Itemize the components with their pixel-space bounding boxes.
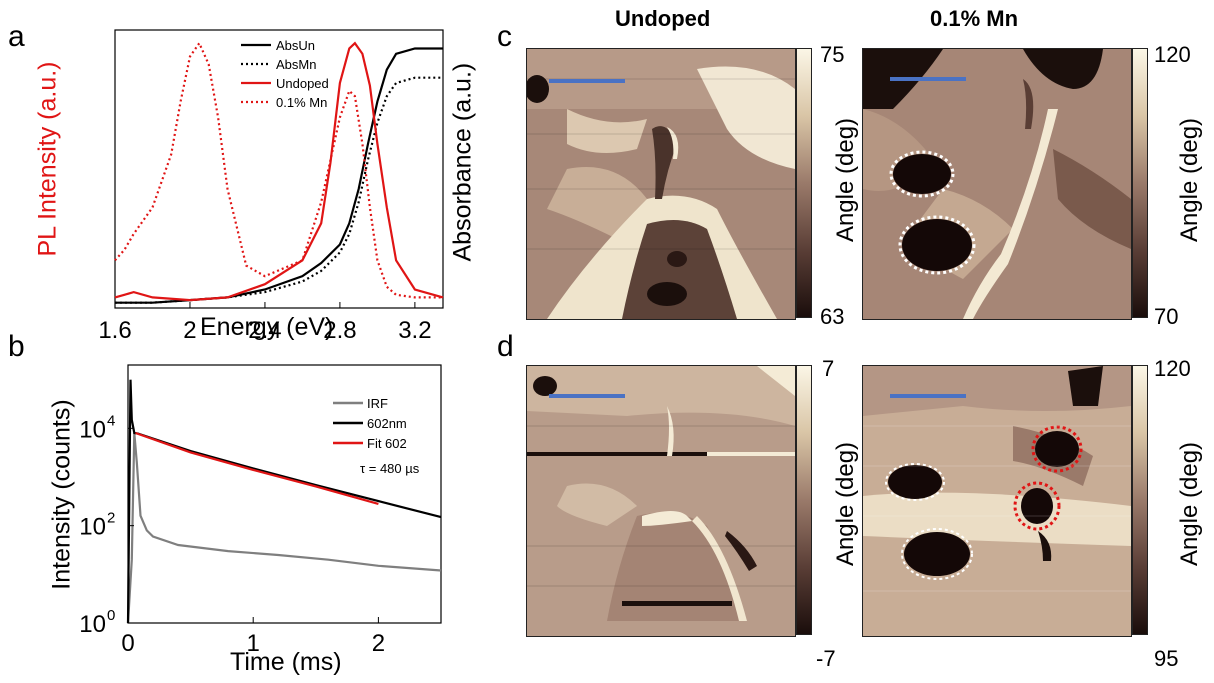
colorbar-d-right bbox=[1132, 365, 1148, 635]
colorbar-c-right-min: 70 bbox=[1154, 304, 1179, 329]
chart-a-series-undoped bbox=[114, 41, 444, 302]
chart-a-series-absmn bbox=[115, 76, 443, 304]
scale-bar bbox=[549, 394, 625, 398]
colorbar-c-left-max: 75 bbox=[820, 42, 845, 67]
chart-b-ytick-exponent: 4 bbox=[107, 412, 115, 429]
chart-a-legend-label: Undoped bbox=[276, 76, 329, 91]
panel-letter-c: c bbox=[497, 20, 512, 53]
chart-b-ytick-label: 10 bbox=[79, 611, 106, 638]
map-c-mn bbox=[862, 48, 1132, 320]
chart-a-legend-label: 0.1% Mn bbox=[276, 95, 327, 110]
chart-a-ylabel-left: PL Intensity (a.u.) bbox=[33, 61, 62, 257]
chart-a-legend: AbsUn AbsMn Undoped 0.1% Mn bbox=[241, 38, 329, 110]
chart-b-ytick-exponent: 2 bbox=[107, 510, 115, 527]
scale-bar bbox=[890, 77, 966, 81]
chart-b-xtick-label: 1 bbox=[247, 630, 260, 657]
map-d-undoped bbox=[526, 365, 796, 637]
chart-b-legend-label: Fit 602 bbox=[367, 436, 407, 451]
chart-a-frame bbox=[114, 29, 444, 309]
chart-a-series-0-1-mn bbox=[114, 40, 443, 299]
colorbar-c-left-min: 63 bbox=[820, 304, 845, 329]
chart-a-xticks: 1.6 2 2.4 2.8 3.2 bbox=[98, 302, 432, 344]
chart-b-series-fit-602 bbox=[135, 431, 379, 505]
chart-a-xtick-label: 2.4 bbox=[248, 317, 281, 344]
colorbar-c-left-label: Angle (deg) bbox=[832, 117, 859, 243]
chart-a-legend-label: AbsMn bbox=[276, 57, 316, 72]
chart-b-ytick-label: 10 bbox=[79, 416, 106, 443]
colorbar-c-left bbox=[796, 48, 812, 318]
chart-a-xlabel: Energy (eV) bbox=[200, 313, 334, 341]
colorbar-c-right bbox=[1132, 48, 1148, 318]
chart-a-xtick-label: 3.2 bbox=[398, 317, 431, 344]
scale-bar bbox=[890, 394, 966, 398]
colorbar-d-right-label: Angle (deg) bbox=[1176, 441, 1203, 567]
map-c-undoped bbox=[526, 48, 796, 320]
colorbar-d-left-label: Angle (deg) bbox=[832, 441, 859, 567]
panel-letter-d: d bbox=[497, 330, 514, 363]
chart-b-annotation: τ = 480 µs bbox=[360, 461, 420, 476]
colorbar-d-right-min: 95 bbox=[1154, 646, 1179, 671]
colorbar-d-right-max: 120 bbox=[1154, 356, 1191, 381]
column-title-undoped: Undoped bbox=[615, 6, 711, 31]
chart-b-xtick-label: 2 bbox=[372, 630, 385, 657]
chart-a-xtick-label: 2.8 bbox=[323, 317, 356, 344]
chart-b-ylabel: Intensity (counts) bbox=[47, 399, 76, 590]
chart-a-ylabel-right: Absorbance (a.u.) bbox=[448, 62, 477, 262]
chart-b-legend: IRF 602nm Fit 602 bbox=[333, 396, 407, 451]
chart-a-pl-absorbance: 1.6 2 2.4 2.8 3.2 AbsUn AbsMn Undoped 0.1% Mn bbox=[98, 29, 444, 344]
chart-b-legend-label: IRF bbox=[367, 396, 388, 411]
panel-letter-a: a bbox=[8, 20, 25, 53]
chart-b-frame bbox=[127, 364, 442, 624]
colorbar-c-right-label: Angle (deg) bbox=[1176, 117, 1203, 243]
chart-a-legend-label: AbsUn bbox=[276, 38, 315, 53]
colorbar-d-left-max: 7 bbox=[822, 356, 835, 381]
chart-b-legend-label: 602nm bbox=[367, 416, 407, 431]
chart-a-xtick-label: 2 bbox=[183, 317, 196, 344]
colorbar-d-left bbox=[796, 365, 812, 635]
chart-b-ytick-label: 10 bbox=[79, 514, 106, 541]
chart-b-series-group bbox=[126, 379, 442, 624]
scale-bar bbox=[549, 79, 625, 83]
colorbar-c-right-max: 120 bbox=[1154, 42, 1191, 67]
chart-b-xtick-label: 0 bbox=[121, 630, 134, 657]
chart-b-xlabel: Time (ms) bbox=[230, 648, 342, 676]
colorbar-d-left-min: -7 bbox=[816, 646, 836, 671]
column-title-mn: 0.1% Mn bbox=[930, 6, 1019, 31]
chart-b-xticks: 0 1 2 bbox=[121, 617, 385, 657]
chart-a-xtick-label: 1.6 bbox=[98, 317, 131, 344]
chart-a-series-group bbox=[114, 40, 444, 304]
panel-letter-b: b bbox=[8, 330, 25, 363]
chart-b-ytick-exponent: 0 bbox=[107, 607, 115, 624]
map-d-mn bbox=[862, 365, 1132, 637]
